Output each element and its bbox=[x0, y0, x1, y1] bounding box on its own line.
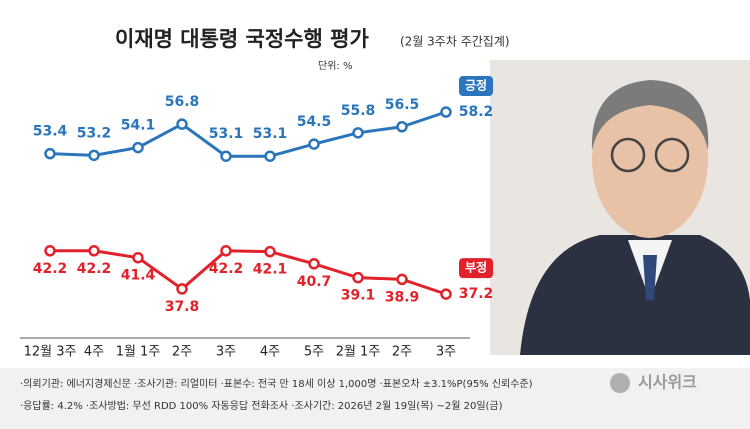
data-label: 42.2 bbox=[209, 261, 244, 277]
x-tick-label: 4주 bbox=[260, 345, 280, 360]
logo: 시사위크 bbox=[638, 373, 697, 392]
x-tick-label: 3주 bbox=[436, 345, 456, 360]
series-line bbox=[50, 249, 447, 296]
data-point bbox=[220, 150, 232, 162]
data-label: 41.4 bbox=[121, 268, 156, 284]
data-point bbox=[264, 245, 276, 258]
data-point bbox=[308, 138, 320, 150]
data-label: 42.2 bbox=[77, 261, 112, 277]
data-point bbox=[88, 149, 100, 162]
data-label: 40.7 bbox=[297, 274, 332, 290]
chart-title: 이재명 대통령 국정수행 평가 bbox=[115, 27, 369, 51]
x-tick-label: 2주 bbox=[172, 345, 192, 360]
data-point bbox=[264, 150, 276, 162]
data-point bbox=[308, 258, 320, 270]
logo-icon bbox=[610, 373, 630, 393]
data-label: 38.9 bbox=[385, 289, 420, 305]
data-point bbox=[176, 283, 188, 295]
legend-label: 긍정 bbox=[465, 78, 487, 93]
data-point bbox=[44, 147, 56, 160]
data-point bbox=[132, 251, 144, 264]
x-tick-label: 12월 3주 bbox=[24, 345, 77, 360]
data-label: 39.1 bbox=[341, 288, 376, 304]
data-label: 53.2 bbox=[77, 125, 112, 141]
data-point bbox=[44, 245, 56, 257]
footnote: ·응답률: 4.2% ·조사방법: 무선 RDD 100% 자동응답 전화조사 … bbox=[20, 400, 503, 412]
data-label: 53.1 bbox=[209, 126, 244, 142]
data-label: 56.8 bbox=[165, 94, 200, 110]
data-label: 55.8 bbox=[341, 103, 376, 119]
x-tick-label: 5주 bbox=[304, 345, 324, 360]
x-tick-label: 2월 1주 bbox=[336, 345, 381, 360]
data-label: 53.4 bbox=[33, 124, 68, 140]
x-tick-label: 2주 bbox=[392, 345, 412, 360]
data-point bbox=[132, 141, 144, 154]
data-point bbox=[352, 271, 364, 284]
x-tick-label: 3주 bbox=[216, 345, 236, 360]
data-point bbox=[440, 288, 452, 300]
data-label: 54.1 bbox=[121, 118, 156, 134]
x-tick-label: 4주 bbox=[84, 345, 104, 360]
data-label: 53.1 bbox=[253, 126, 288, 142]
data-point bbox=[396, 273, 408, 286]
data-point bbox=[88, 245, 100, 257]
data-label: 54.5 bbox=[297, 114, 332, 130]
legend-box bbox=[459, 76, 493, 97]
data-label: 37.8 bbox=[165, 299, 200, 315]
data-label: 42.1 bbox=[253, 262, 288, 278]
data-point bbox=[220, 245, 232, 257]
data-point bbox=[396, 121, 408, 133]
data-label: 58.2 bbox=[459, 104, 494, 120]
legend-label: 부정 bbox=[465, 260, 487, 275]
data-label: 42.2 bbox=[33, 261, 68, 277]
photo-placeholder bbox=[490, 60, 750, 355]
series-line bbox=[49, 110, 447, 158]
footnote: ·의뢰기관: 에너지경제신문 ·조사기관: 리얼미터 ·표본수: 전국 만 18… bbox=[20, 377, 533, 390]
data-point bbox=[352, 127, 364, 139]
data-label: 56.5 bbox=[385, 97, 420, 113]
data-point bbox=[440, 106, 452, 118]
data-point bbox=[176, 118, 188, 130]
data-label: 37.2 bbox=[459, 286, 494, 302]
x-tick-label: 1월 1주 bbox=[116, 345, 161, 360]
chart-subtitle: (2월 3주차 주간집계) bbox=[400, 35, 510, 49]
legend-box bbox=[459, 258, 493, 279]
unit-label: 단위: % bbox=[318, 59, 352, 72]
